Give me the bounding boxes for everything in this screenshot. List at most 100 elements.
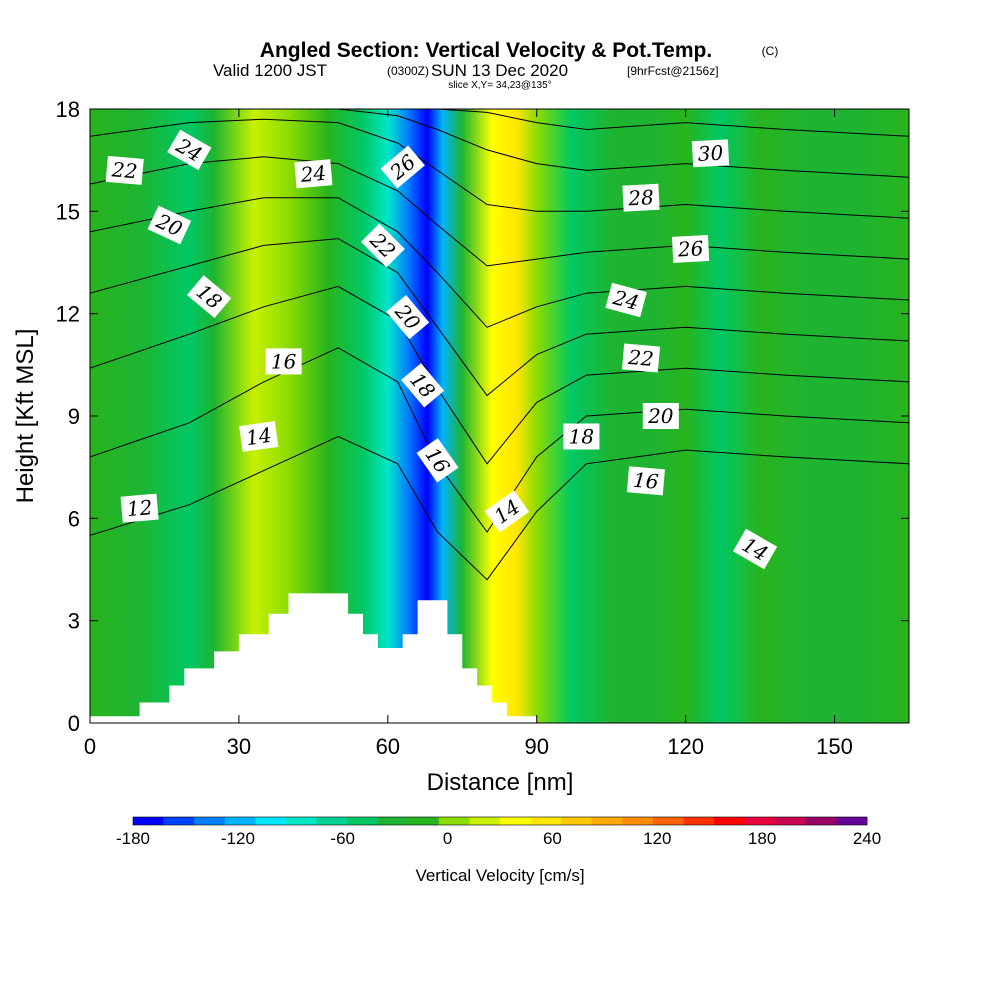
contour-label-box: [265, 348, 302, 375]
contour-label-box: [147, 205, 192, 245]
x-tick-label: 150: [816, 734, 853, 759]
contour-label-box: [294, 159, 333, 189]
colorbar: -180 -120 -60 0 60 120 180 240: [116, 816, 881, 848]
x-tick-label: 90: [524, 734, 548, 759]
colorbar-tick-label: 180: [748, 829, 776, 848]
contour-label-box: [642, 403, 679, 429]
x-tick-label: 60: [376, 734, 400, 759]
colorbar-swatch: [652, 817, 684, 825]
contour-label-box: [186, 275, 232, 319]
contour-label-text: 30: [697, 141, 724, 166]
colorbar-tick-label: -120: [221, 829, 255, 848]
contour-label-box: [622, 183, 660, 212]
x-axis-label: Distance [nm]: [427, 769, 574, 796]
contour-label-text: 26: [676, 236, 704, 261]
contour-label: 26: [671, 234, 710, 263]
title-mark: (C): [762, 44, 779, 58]
contour-label: 16: [265, 348, 302, 375]
y-axis: 0 3 6 9 12 15 18: [56, 97, 909, 736]
contour-label-box: [380, 145, 425, 189]
contour-label-box: [621, 343, 661, 373]
contour-label-box: [671, 234, 710, 263]
contour-label-text: 20: [647, 404, 674, 428]
contour-label-text: 24: [299, 161, 327, 187]
isentrope-line: [90, 435, 909, 581]
chart-title: Angled Section: Vertical Velocity & Pot.…: [260, 39, 712, 62]
colorbar-tick-label: 0: [443, 829, 452, 848]
y-tick-label: 18: [56, 97, 80, 122]
contour-label: 14: [239, 421, 279, 452]
colorbar-swatch: [438, 817, 470, 825]
contour-label-box: [563, 423, 600, 450]
valid-date: SUN 13 Dec 2020: [431, 61, 568, 80]
contour-label-text: 14: [245, 423, 274, 450]
colorbar-swatch: [408, 817, 440, 825]
y-axis-label: Height [Kft MSL]: [12, 329, 39, 504]
colorbar-swatch: [194, 817, 226, 825]
contour-label-box: [167, 129, 212, 171]
isentrope-line: [90, 118, 909, 219]
colorbar-swatch: [714, 817, 745, 825]
colorbar-swatch: [285, 817, 317, 825]
colorbar-swatch: [377, 817, 409, 825]
colorbar-swatch: [255, 817, 287, 825]
y-tick-label: 12: [56, 302, 80, 327]
contour-label-text: 22: [110, 157, 138, 183]
colorbar-frame: [132, 816, 868, 826]
slice-info: slice X,Y= 34,23@135°: [448, 80, 551, 91]
vertical-velocity-field: [90, 109, 909, 723]
colorbar-swatch: [836, 817, 868, 825]
contour-label-box: [239, 421, 279, 452]
colorbar-tick-label: -60: [330, 829, 355, 848]
contour-label: 22: [105, 155, 144, 185]
contour-label-box: [484, 490, 530, 533]
contour-label: 24: [294, 159, 333, 189]
contour-label-box: [733, 528, 778, 570]
contour-label: 22: [621, 343, 661, 373]
contour-label: 16: [626, 466, 665, 496]
x-tick-label: 30: [227, 734, 251, 759]
isentrope-line: [90, 109, 909, 178]
colorbar-swatch: [347, 817, 378, 825]
y-tick-label: 3: [68, 609, 80, 634]
isentrope-line: [90, 197, 909, 328]
colorbar-tick-label: 240: [853, 829, 881, 848]
y-tick-label: 15: [56, 199, 80, 224]
contour-label: 30: [691, 139, 730, 168]
contour-label-text: 16: [632, 468, 660, 494]
colorbar-tick-label: -180: [116, 829, 150, 848]
contour-label: 18: [563, 423, 600, 450]
contour-label: 28: [622, 183, 660, 212]
contour-label-box: [416, 438, 459, 483]
colorbar-swatch: [591, 817, 623, 825]
isentrope-line: [90, 347, 909, 533]
x-tick-label: 120: [667, 734, 704, 759]
contour-label: 20: [642, 403, 679, 429]
x-axis: 0 30 60 90 120 150: [84, 109, 853, 759]
contour-label-box: [626, 466, 665, 496]
contour-label-text: 12: [126, 495, 153, 521]
colorbar-swatch: [744, 817, 776, 825]
colorbar-swatch: [683, 817, 715, 825]
colorbar-swatch: [500, 817, 531, 825]
colorbar-swatch: [622, 817, 654, 825]
colorbar-swatch: [561, 817, 593, 825]
colorbar-tick-label: 60: [543, 829, 562, 848]
contour-label-box: [691, 139, 730, 168]
y-tick-label: 6: [68, 506, 80, 531]
contour-label: 24: [605, 282, 647, 318]
terrain: [90, 593, 537, 723]
contour-label-text: 22: [626, 345, 654, 371]
colorbar-swatch: [224, 817, 256, 825]
colorbar-swatch: [133, 817, 164, 825]
valid-prefix: Valid 1200 JST: [213, 61, 327, 80]
colorbar-label: Vertical Velocity [cm/s]: [415, 866, 584, 885]
contour-label-box: [401, 363, 445, 408]
colorbar-swatch: [805, 817, 837, 825]
colorbar-swatch: [775, 817, 807, 825]
contour-label-text: 18: [569, 425, 594, 449]
contour-label-box: [386, 294, 430, 340]
